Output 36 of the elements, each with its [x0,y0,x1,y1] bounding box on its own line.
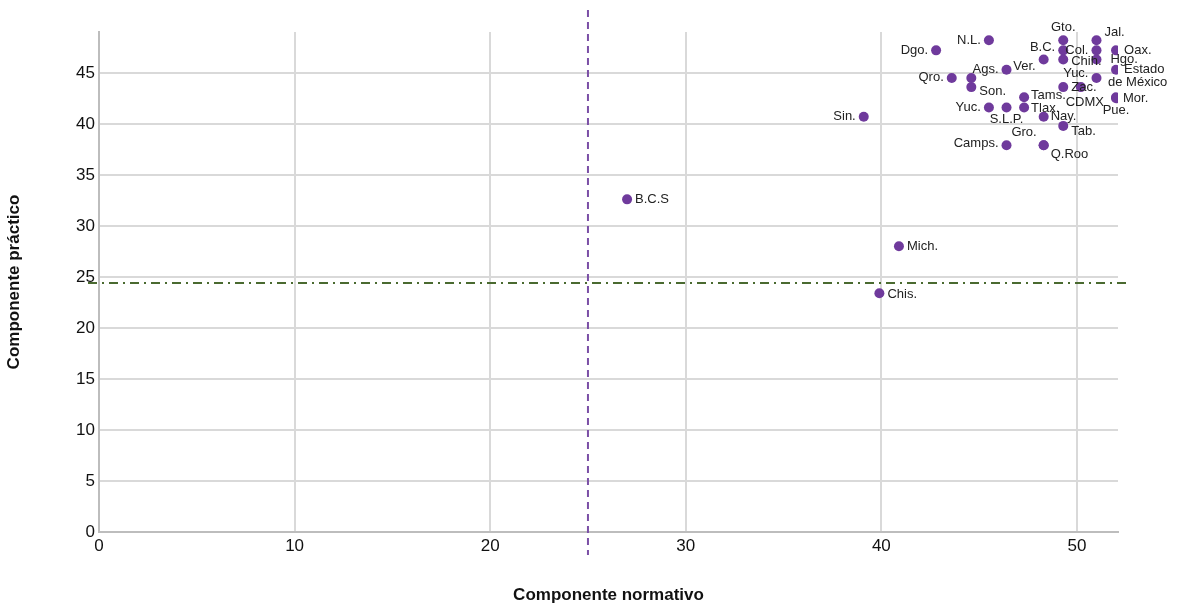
annotation: Yuc. [955,99,981,115]
annotation: Tab. [1071,123,1096,139]
x-tick-label: 40 [871,535,891,555]
y-axis-title: Componente práctico [3,194,23,370]
annotation: Sin. [833,108,856,124]
y-tick-label: 5 [85,470,95,490]
annotation: CDMX [1065,93,1105,109]
y-tick-label: 15 [76,368,95,388]
annotation: Camps. [953,134,999,150]
x-axis-title: Componente normativo [513,585,704,605]
y-tick-label: 30 [76,215,95,235]
y-tick-label: 45 [76,62,95,82]
y-tick-label: 25 [76,266,95,286]
annotation: N.L. [957,31,981,47]
annotation: B.C. [1029,38,1056,54]
annotation: Jal. [1104,23,1125,39]
annotation: Chis. [887,285,918,301]
x-tick-label: 50 [1067,535,1087,555]
y-tick-label: 35 [76,164,95,184]
annotation: Gto. [1050,18,1076,34]
annotation: B.C.S [635,190,670,206]
annotation: Dgo. [900,41,929,57]
x-tick-label: 30 [676,535,696,555]
annotation: Qro. [918,69,944,85]
x-tick-label: 20 [480,535,500,555]
annotation: Ver. [1013,58,1036,74]
annotation: Q.Roo [1050,145,1089,161]
annotation: Ags. [972,61,999,77]
y-tick-label: 10 [76,419,95,439]
annotation: Mich. [906,237,939,253]
y-tick-label: 0 [85,521,95,541]
annotation: Son. [979,82,1007,98]
y-tick-label: 40 [76,113,95,133]
y-tick-label: 20 [76,317,95,337]
x-tick-label: 10 [285,535,305,555]
annotation: Tams. [1031,86,1066,102]
